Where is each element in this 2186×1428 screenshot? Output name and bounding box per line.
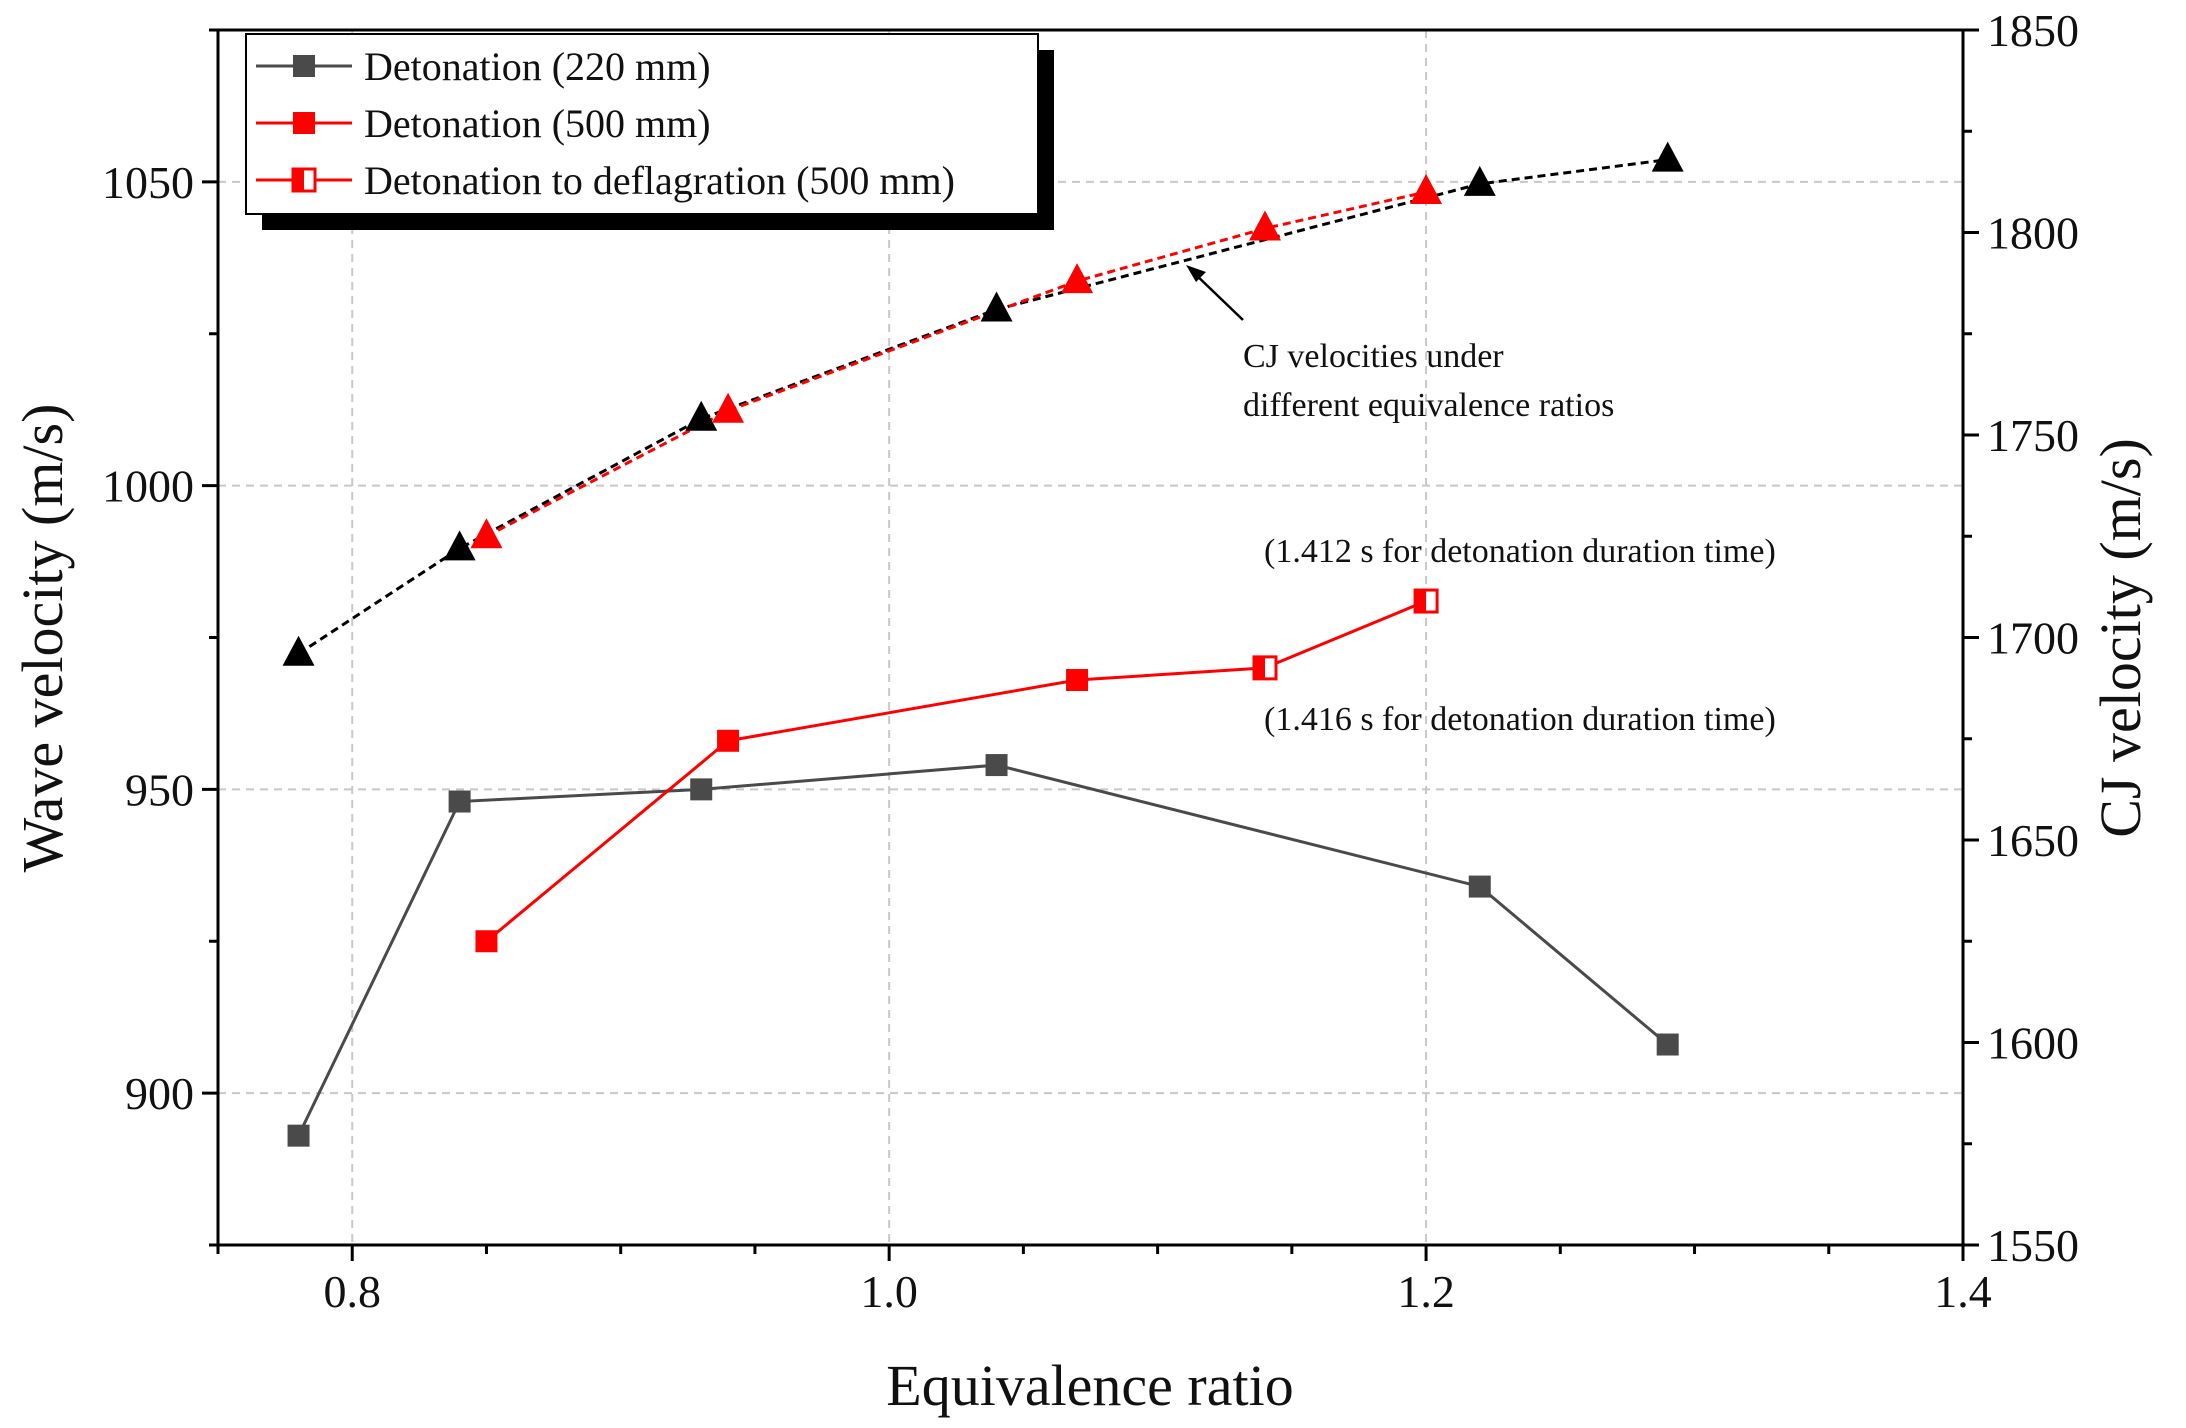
series-line (297, 763, 1669, 1137)
square-marker (475, 930, 498, 953)
half-square-marker-fill (1254, 656, 1265, 679)
y-axis-title-left: Wave velocity (m/s) (10, 404, 75, 873)
legend-label: Detonation (220 mm) (364, 44, 711, 89)
square-marker (1066, 669, 1089, 692)
y-left-tick-label: 1050 (102, 157, 194, 208)
half-square-marker-fill (1415, 590, 1427, 613)
annotation-cj: CJ velocities under different equivalenc… (1186, 265, 1614, 424)
y-axis-title-right: CJ velocity (m/s) (2088, 438, 2153, 838)
square-marker (1656, 1033, 1679, 1056)
cj-triangle-marker (1061, 263, 1094, 294)
annotation-cj-line-1: CJ velocities under (1243, 338, 1504, 375)
cj-triangle-marker (443, 530, 476, 561)
legend-marker (293, 112, 315, 134)
square-marker (985, 754, 1008, 777)
series-line (1076, 599, 1427, 682)
cj-triangle-marker (980, 291, 1013, 322)
y-right-tick-label: 1750 (1987, 410, 2079, 461)
cj-triangle-marker (685, 400, 718, 431)
annotation-arrow-line (1191, 270, 1244, 321)
square-marker (690, 778, 713, 801)
y-left-tick-label: 950 (125, 764, 194, 815)
legend-items: Detonation (220 mm) Detonation (500 mm) De… (256, 44, 955, 203)
y-right-tick-label: 1850 (1987, 5, 2079, 56)
y-right-tick-label: 1800 (1987, 208, 2079, 259)
cj-triangle-marker (1249, 210, 1281, 241)
y-left-tick-label: 900 (125, 1068, 194, 1119)
annotation-1412: (1.412 s for detonation duration time) (1264, 533, 1776, 570)
square-marker (287, 1124, 310, 1147)
y-right-tick-label: 1550 (1987, 1220, 2079, 1271)
series-line (485, 678, 1078, 943)
legend-marker-fill (293, 169, 304, 191)
cj-triangle-marker (1410, 174, 1443, 204)
x-tick-label: 0.8 (323, 1266, 381, 1317)
cj-triangle-marker (1651, 141, 1684, 172)
y-right-tick-label: 1600 (1987, 1018, 2079, 1069)
legend-box (245, 33, 1039, 215)
y-right-tick-label: 1700 (1987, 613, 2079, 664)
cj-triangle-marker (282, 635, 315, 666)
y-right-tick-label: 1650 (1987, 815, 2079, 866)
legend-marker (293, 55, 315, 77)
annotation-arrow-head (1186, 265, 1206, 282)
x-tick-label: 1.0 (860, 1266, 918, 1317)
annotation-1416: (1.416 s for detonation duration time) (1264, 701, 1776, 738)
square-marker (717, 729, 740, 752)
legend-label: Detonation (500 mm) (364, 101, 711, 146)
cj-triangle-marker (1463, 165, 1496, 196)
legend-label: Detonation to deflagration (500 mm) (364, 158, 955, 203)
y-left-tick-label: 1000 (102, 461, 194, 512)
cj-line (297, 158, 1668, 655)
series-layer (282, 141, 1684, 1147)
ticks: 0.8 1.0 1.2 1.4 900 950 1000 1050 1550 1600 1650 17… (102, 5, 2079, 1317)
x-tick-label: 1.4 (1934, 1266, 1992, 1317)
annotation-cj-line-2: different equivalence ratios (1243, 387, 1614, 424)
x-axis-title: Equivalence ratio (886, 1353, 1293, 1418)
square-marker (448, 790, 471, 813)
legend: Detonation (220 mm) Detonation (500 mm) De… (245, 33, 1054, 230)
cj-triangle-marker (470, 518, 503, 549)
x-tick-label: 1.2 (1397, 1266, 1455, 1317)
cj-triangle-marker (712, 392, 745, 423)
square-marker (1468, 875, 1491, 898)
